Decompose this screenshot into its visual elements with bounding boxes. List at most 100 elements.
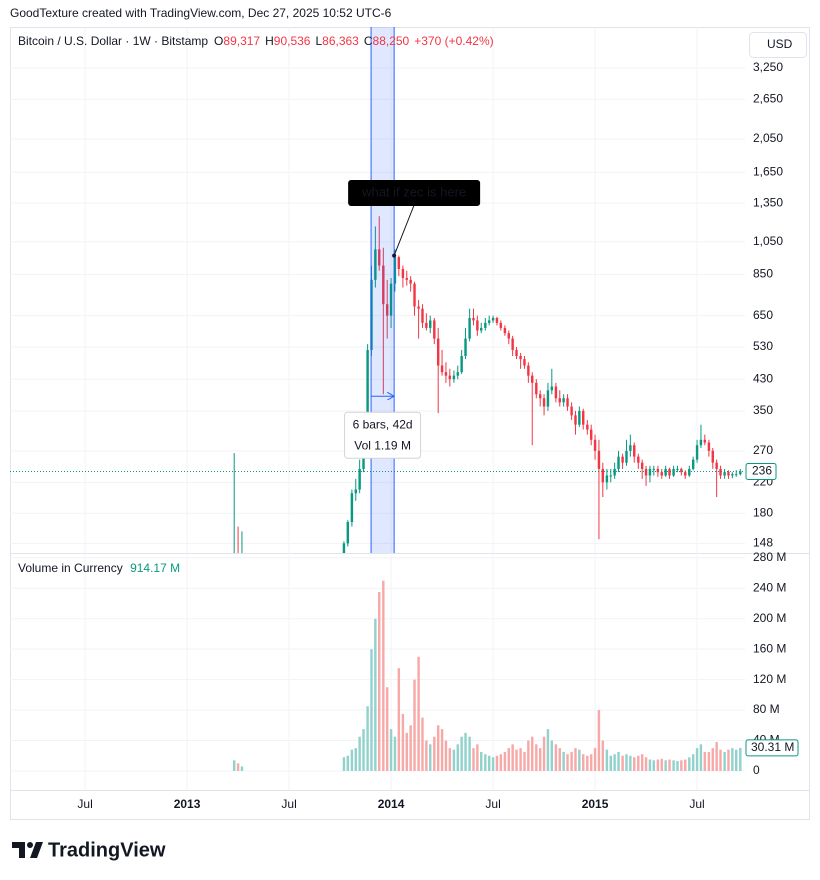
candle-body [695,445,699,460]
brand: TradingView [48,839,166,861]
candle-body [609,475,612,477]
candle-body [385,304,389,316]
volume-bar [609,755,612,771]
candle-body [487,320,491,323]
volume-bar [731,748,734,771]
candle-body [413,283,416,307]
x-tick-label: 2015 [582,797,609,811]
candle-body [597,450,601,469]
volume-bar [460,736,463,771]
candle-body [433,320,436,339]
y-tick-label: 530 [753,339,773,353]
volume-bar [613,754,616,771]
volume-bar [648,759,652,771]
volume-bar [405,732,408,771]
y-tick-label: 430 [753,371,773,385]
y-tick-label: 180 [753,505,773,519]
volume-bar [472,748,475,771]
volume-bar [593,748,597,771]
volume-bar [629,755,632,771]
brand-logo [12,842,43,858]
callout-box [348,180,481,206]
volume-bar [507,748,510,771]
volume-bar [448,748,452,771]
candle-body [621,456,624,463]
ohlc-key: L [315,34,322,48]
y-tick-label: 1,350 [753,195,783,209]
y-tick-label: 1,050 [753,234,783,248]
y-tick-label: 2,650 [753,92,783,106]
range-info-box [344,411,422,459]
volume-bar [582,754,585,771]
volume-bar [735,749,738,771]
candle-body [562,398,565,403]
volume-bar [491,757,495,771]
volume-bar [366,706,369,771]
x-tick-label: Jul [485,797,500,811]
volume-bar [413,679,416,771]
volume-bar [601,740,605,771]
volume-bar [597,710,601,771]
volume-bar [644,757,648,771]
candle-body [531,375,534,383]
candle-body [601,468,605,483]
ohlc-key: C [364,34,373,48]
volume-bar [695,748,699,771]
volume-bar [409,725,412,771]
candle-body [464,338,467,356]
header: GoodTexture created with TradingView.com… [10,6,392,20]
candle-body [652,468,656,470]
volume-bar [480,751,483,771]
price-pane [10,216,745,596]
candle-body [241,589,243,596]
candle-body [727,472,730,476]
candle-body [648,468,652,476]
y2-tick-label: 200 M [753,611,786,625]
callout-pointer [393,204,415,256]
candle-body [350,493,354,523]
volume-bar [519,748,522,771]
volume-bar [433,736,436,771]
currency-button[interactable] [749,32,807,58]
volume-bar [515,749,518,771]
candle-body [480,327,483,331]
volume-pane [232,580,742,771]
candle-body [711,450,714,463]
candle-body [409,279,412,284]
volume-bar [664,760,667,771]
y2-tick-label: 120 M [753,672,786,686]
volume-bar [527,740,530,771]
volume-title: Volume in Currency [18,561,123,575]
candle-body [527,365,530,376]
candle-body [735,474,738,476]
candle-body [507,333,510,339]
candle-body [570,406,573,416]
volume-bar [342,757,346,771]
candle-body [354,489,357,494]
volume-bar [535,744,538,771]
volume-bar [362,729,365,771]
volume-bar [440,729,444,771]
candle-body [731,474,734,476]
candle-body [739,471,742,475]
candle-body [421,308,424,323]
volume-bar [562,751,565,771]
volume-bar [586,755,589,771]
candle-body [613,468,616,476]
volume-bar [538,748,542,771]
volume-bar [358,736,361,771]
volume-bar [703,751,707,771]
volume-bar [393,736,397,771]
currency[interactable]: USD [767,37,793,51]
volume-bar [374,618,377,771]
candle-body [688,468,691,476]
volume-bar [723,751,726,771]
candle-body [668,468,671,476]
volume-bar [546,729,550,771]
callout-text: what if zec is here [361,184,466,199]
y-tick-label: 1,650 [753,164,783,178]
candle-body [393,257,397,284]
candle-body [444,372,448,376]
candle-body [535,382,538,395]
volume-bar [511,744,514,771]
